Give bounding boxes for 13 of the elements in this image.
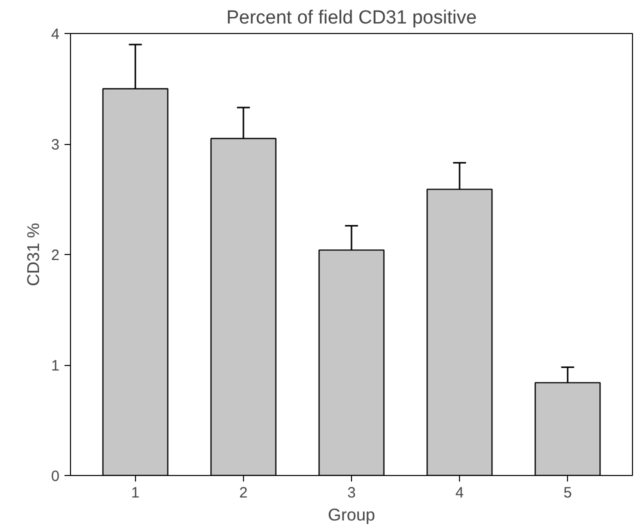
y-tick-label: 4 — [51, 26, 60, 43]
x-tick-label: 1 — [131, 484, 140, 502]
x-tick-label: 2 — [239, 484, 248, 502]
y-tick-label: 0 — [51, 468, 60, 485]
x-tick-label: 4 — [455, 484, 464, 502]
x-tick-label: 5 — [563, 484, 572, 502]
chart-title: Percent of field CD31 positive — [226, 8, 477, 28]
y-tick-label: 3 — [51, 136, 60, 154]
y-axis-title: CD31 % — [24, 222, 44, 286]
x-tick-label: 3 — [347, 484, 356, 502]
x-axis-title: Group — [328, 506, 376, 524]
y-tick-label: 1 — [51, 358, 60, 374]
y-tick-label: 2 — [51, 247, 60, 264]
